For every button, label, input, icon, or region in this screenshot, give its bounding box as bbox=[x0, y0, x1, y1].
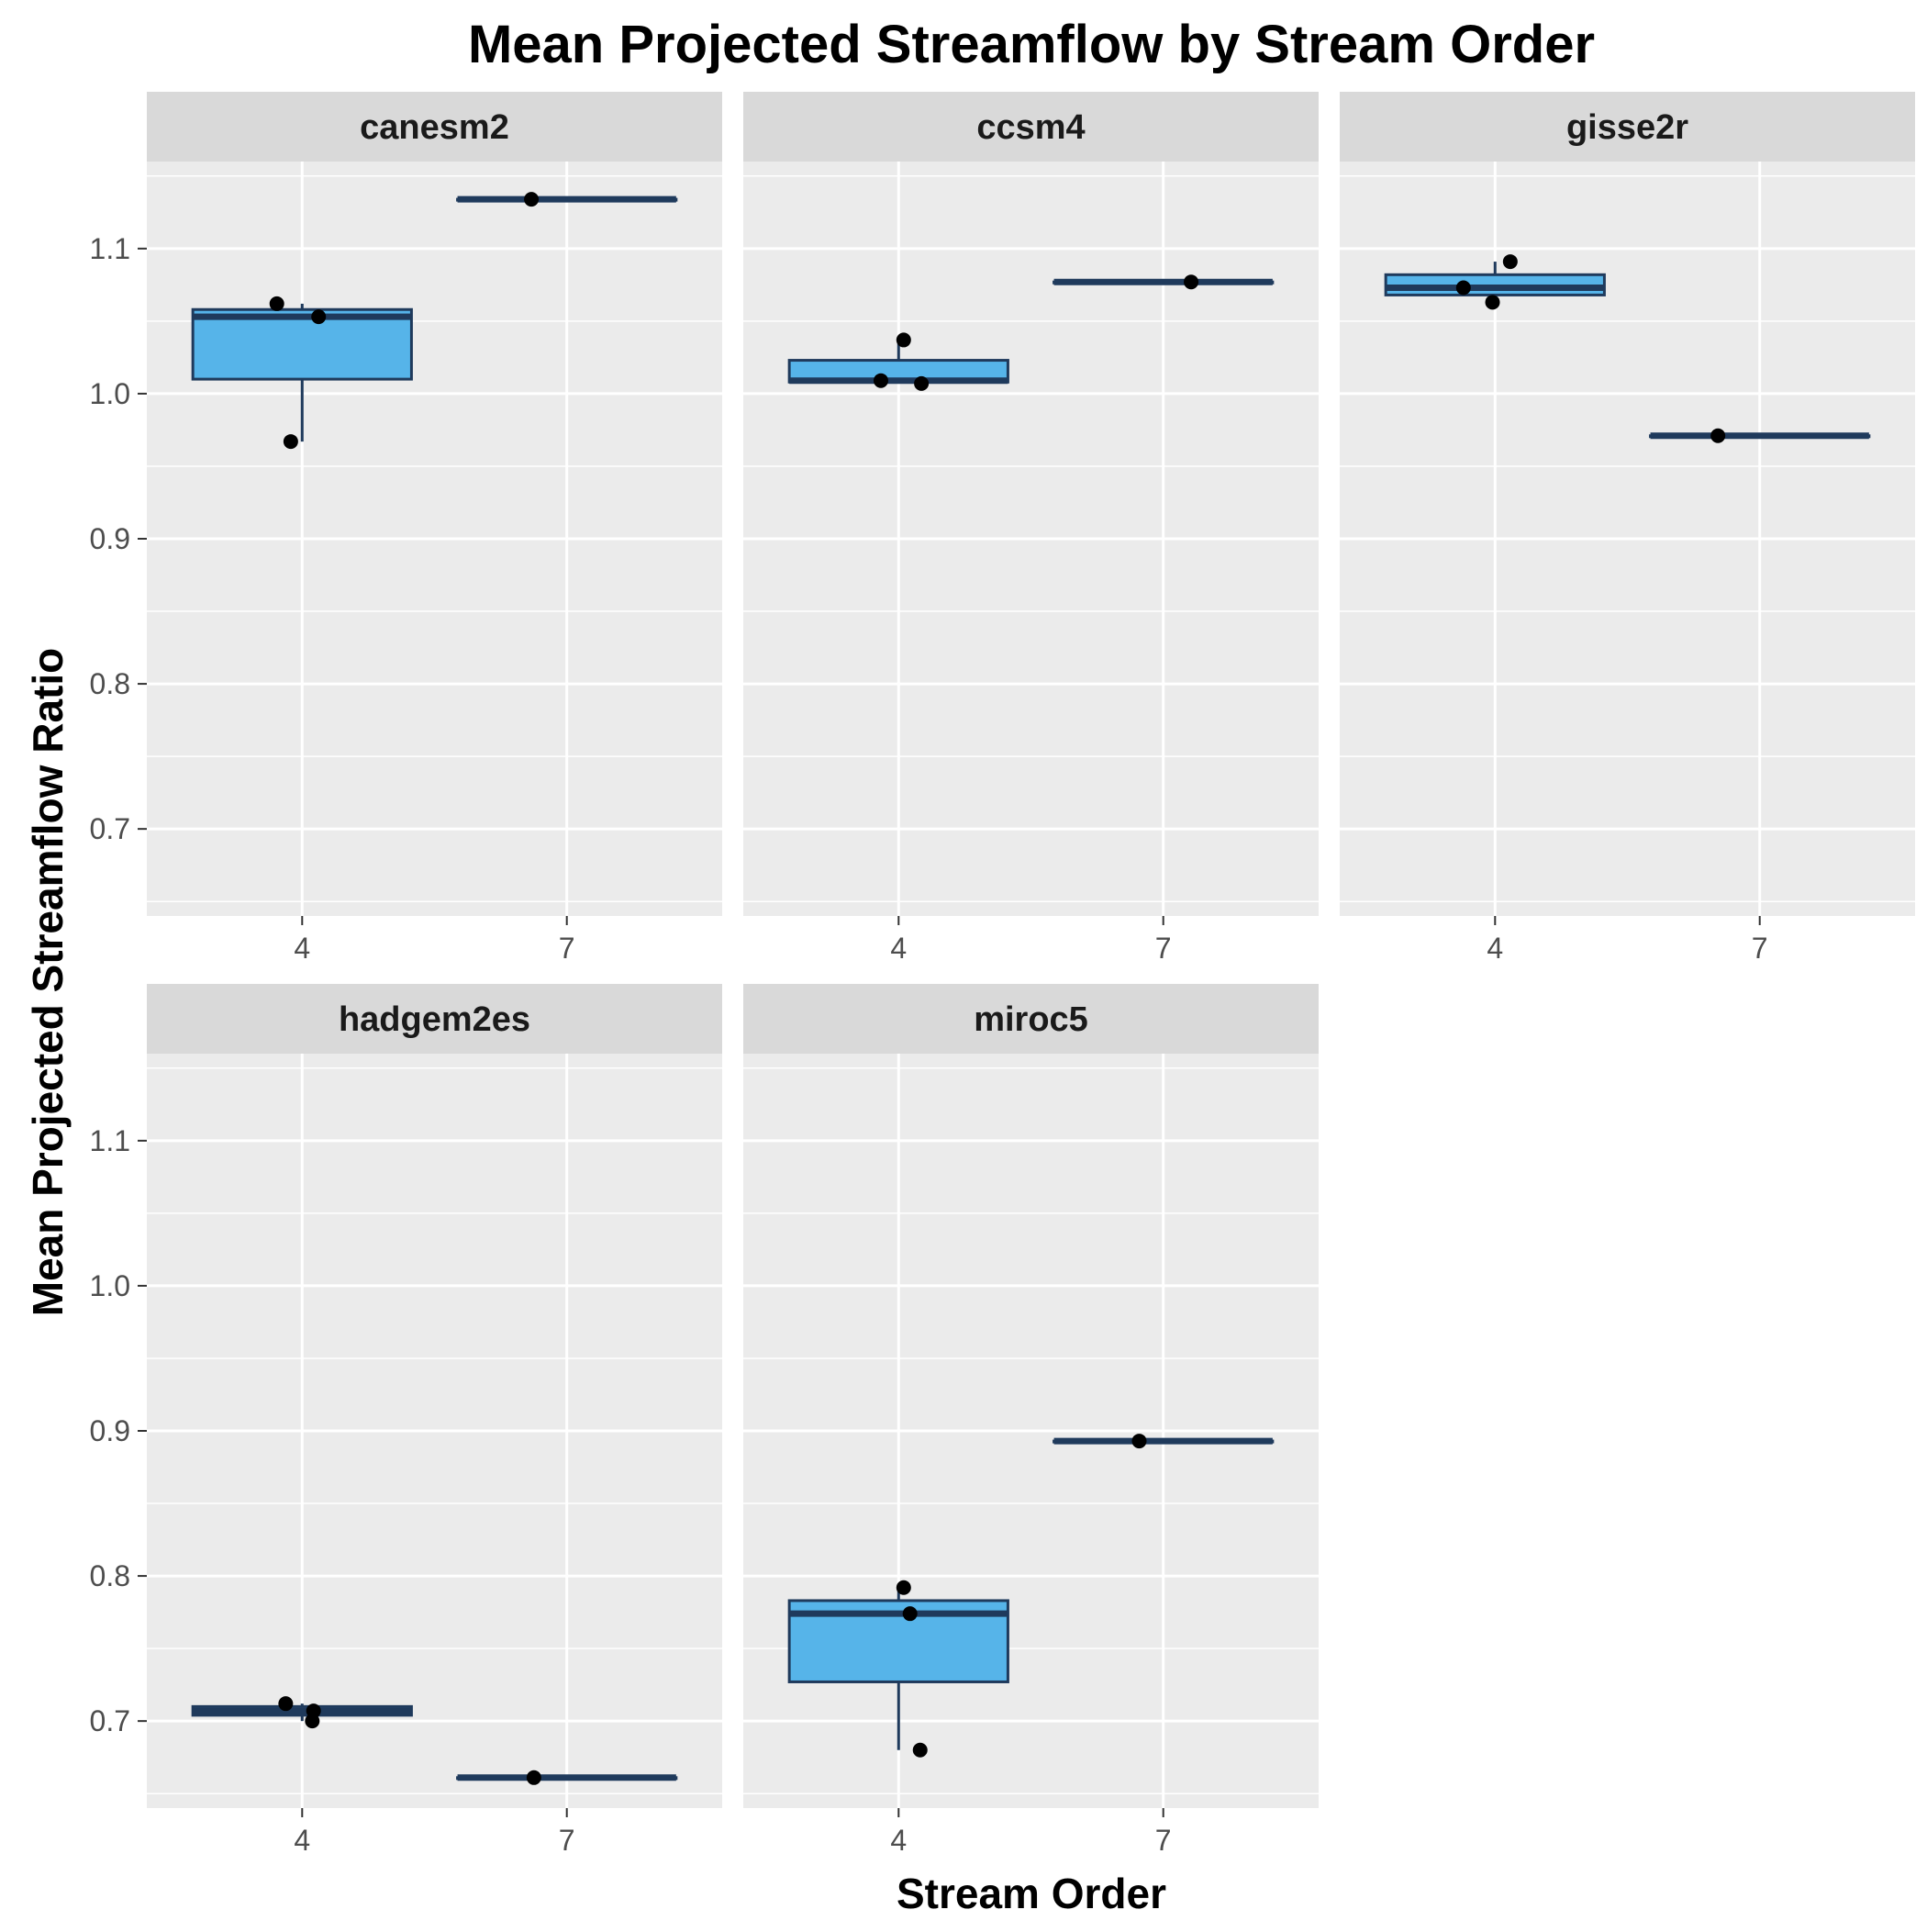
x-tick-label: 7 bbox=[1155, 932, 1172, 965]
facet-strip-label: canesm2 bbox=[360, 108, 509, 147]
facet-strip bbox=[147, 92, 722, 162]
y-tick-label: 1.0 bbox=[90, 377, 130, 410]
facet-miroc5: miroc5 4 7 bbox=[743, 984, 1319, 1857]
facet-strip bbox=[1340, 92, 1915, 162]
data-point bbox=[305, 1714, 320, 1729]
x-tick-label: 4 bbox=[294, 932, 310, 965]
x-tick-label: 7 bbox=[1752, 932, 1768, 965]
y-tick-label: 1.0 bbox=[90, 1269, 130, 1302]
data-point bbox=[1455, 280, 1471, 296]
data-point bbox=[896, 1580, 911, 1595]
y-tick-label: 0.7 bbox=[90, 1704, 130, 1737]
data-point bbox=[1485, 295, 1500, 310]
data-point bbox=[1184, 274, 1199, 290]
data-point bbox=[524, 192, 540, 207]
facet-strip bbox=[743, 984, 1319, 1054]
data-point bbox=[526, 1770, 541, 1785]
data-point bbox=[1502, 254, 1518, 270]
y-tick-label: 0.9 bbox=[90, 522, 130, 555]
x-tick-label: 7 bbox=[559, 1824, 575, 1857]
facet-strip-label: ccsm4 bbox=[976, 108, 1085, 147]
data-point bbox=[902, 1606, 918, 1622]
facet-strip-label: miroc5 bbox=[974, 1000, 1088, 1039]
data-point bbox=[269, 296, 284, 311]
facet-strip bbox=[743, 92, 1319, 162]
data-point bbox=[873, 373, 888, 388]
box bbox=[191, 307, 413, 381]
facet-strip-label: hadgem2es bbox=[339, 1000, 530, 1039]
data-point bbox=[896, 332, 911, 348]
facet-strip-label: gisse2r bbox=[1566, 108, 1688, 147]
y-tick-label: 1.1 bbox=[90, 232, 130, 265]
facets-layer: canesm2 0.7 0.8 0.9 1.0 1.1 4 7 ccsm4 4 7 gisse2r 4 7… bbox=[90, 92, 1915, 1857]
data-point bbox=[278, 1696, 294, 1712]
data-point bbox=[283, 434, 298, 450]
data-point bbox=[311, 309, 327, 325]
data-point bbox=[1710, 428, 1726, 443]
x-tick-label: 7 bbox=[1155, 1824, 1172, 1857]
y-tick-label: 1.1 bbox=[90, 1124, 130, 1157]
facet-hadgem2es: hadgem2es 0.7 0.8 0.9 1.0 1.1 4 7 bbox=[90, 984, 722, 1857]
y-tick-label: 0.8 bbox=[90, 667, 130, 700]
x-axis-title: Stream Order bbox=[897, 1870, 1166, 1917]
facet-gisse2r: gisse2r 4 7 bbox=[1340, 92, 1915, 965]
x-tick-label: 4 bbox=[1487, 932, 1503, 965]
x-tick-label: 4 bbox=[890, 932, 907, 965]
chart-title: Mean Projected Streamflow by Stream Orde… bbox=[468, 15, 1595, 74]
y-tick-label: 0.8 bbox=[90, 1559, 130, 1592]
data-point bbox=[1131, 1434, 1147, 1449]
facet-ccsm4: ccsm4 4 7 bbox=[743, 92, 1319, 965]
x-tick-label: 7 bbox=[559, 932, 575, 965]
facet-strip bbox=[147, 984, 722, 1054]
y-tick-label: 0.7 bbox=[90, 812, 130, 845]
data-point bbox=[912, 1742, 928, 1758]
y-axis-title: Mean Projected Streamflow Ratio bbox=[24, 648, 72, 1317]
facet-canesm2: canesm2 0.7 0.8 0.9 1.0 1.1 4 7 bbox=[90, 92, 722, 965]
data-point bbox=[914, 375, 930, 391]
x-tick-label: 4 bbox=[890, 1824, 907, 1857]
y-tick-label: 0.9 bbox=[90, 1414, 130, 1447]
x-tick-label: 4 bbox=[294, 1824, 310, 1857]
